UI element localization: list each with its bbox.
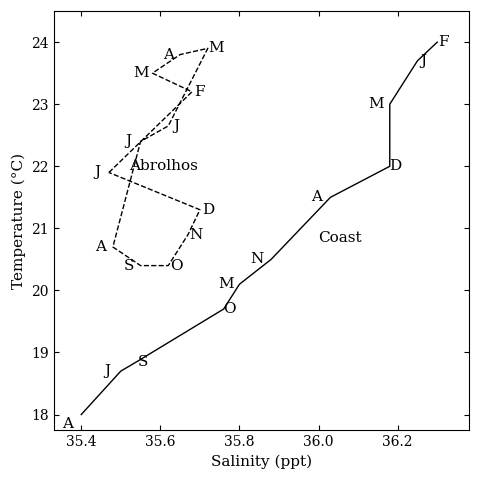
Text: Abrolhos: Abrolhos bbox=[129, 159, 198, 173]
Y-axis label: Temperature (°C): Temperature (°C) bbox=[11, 153, 25, 288]
Text: A: A bbox=[163, 48, 174, 61]
Text: J: J bbox=[104, 364, 110, 378]
Text: J: J bbox=[126, 134, 132, 148]
Text: M: M bbox=[133, 66, 148, 80]
Text: M: M bbox=[208, 41, 224, 55]
Text: J: J bbox=[173, 119, 179, 133]
Text: N: N bbox=[189, 228, 203, 241]
Text: A: A bbox=[62, 417, 73, 431]
Text: Coast: Coast bbox=[319, 231, 362, 245]
Text: A: A bbox=[96, 240, 107, 254]
Text: D: D bbox=[390, 159, 402, 173]
Text: J: J bbox=[420, 54, 426, 68]
Text: F: F bbox=[195, 85, 205, 99]
Text: A: A bbox=[311, 191, 322, 204]
Text: S: S bbox=[137, 355, 148, 369]
Text: O: O bbox=[170, 259, 182, 273]
Text: M: M bbox=[218, 277, 233, 291]
X-axis label: Salinity (ppt): Salinity (ppt) bbox=[211, 455, 312, 469]
Text: D: D bbox=[202, 203, 214, 217]
Text: F: F bbox=[438, 35, 448, 49]
Text: S: S bbox=[123, 259, 134, 273]
Text: M: M bbox=[368, 97, 384, 111]
Text: N: N bbox=[251, 252, 264, 266]
Text: J: J bbox=[94, 166, 100, 180]
Text: O: O bbox=[223, 302, 236, 316]
